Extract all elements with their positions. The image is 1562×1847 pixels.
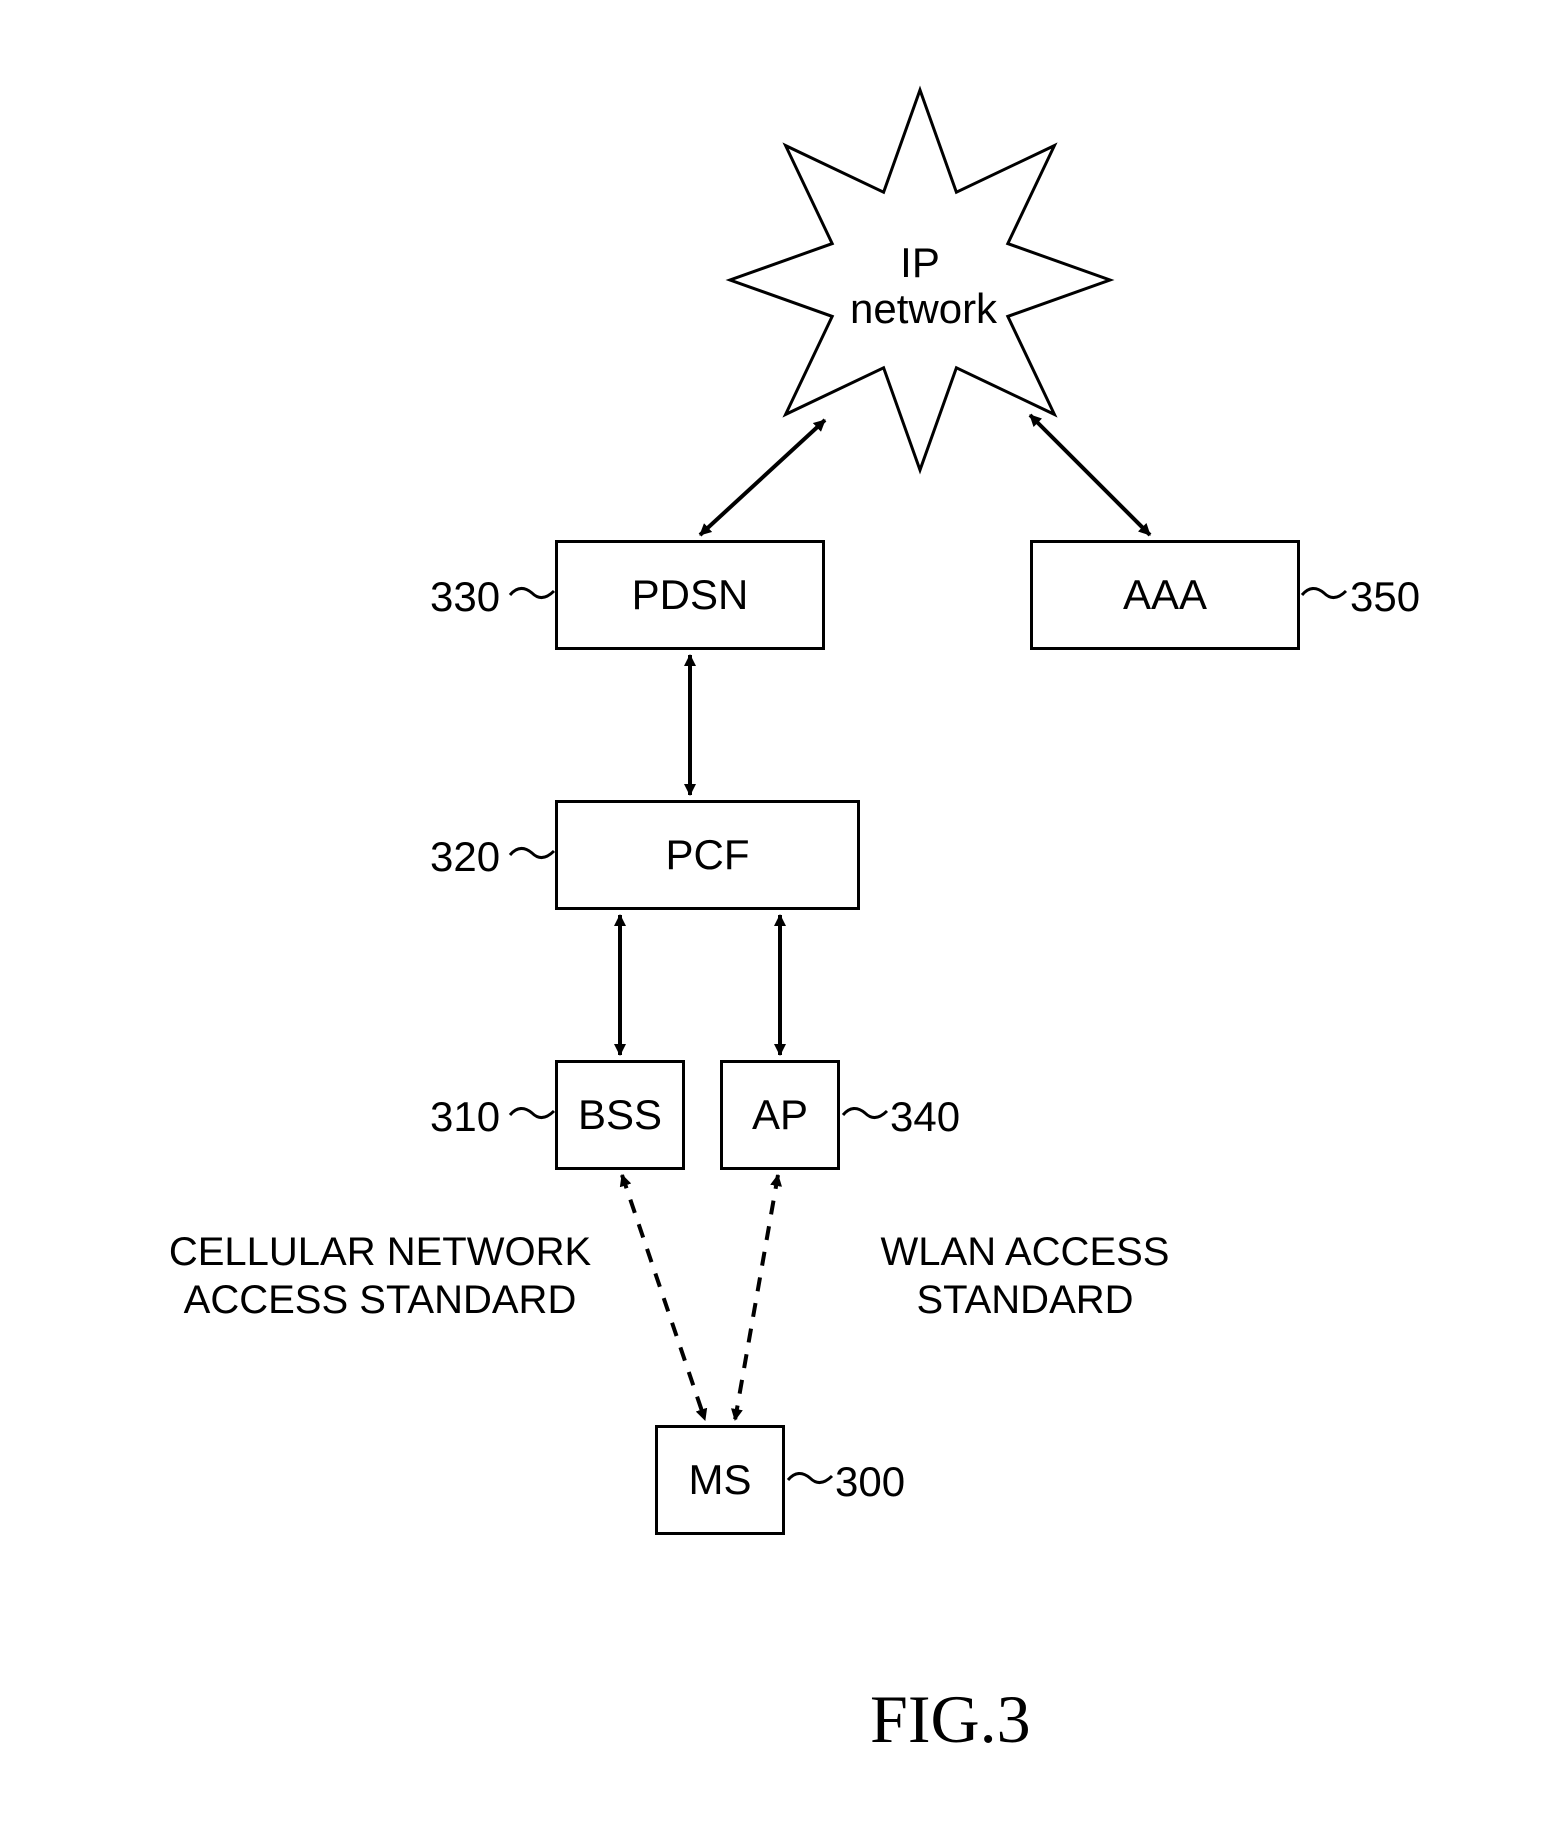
wlan-annotation: WLAN ACCESS STANDARD: [855, 1228, 1195, 1324]
pdsn-label: PDSN: [632, 571, 749, 619]
cellular-line2: ACCESS STANDARD: [184, 1278, 577, 1322]
pcf-label: PCF: [666, 831, 750, 879]
pdsn-ref: 330: [430, 573, 500, 621]
wlan-line2: STANDARD: [916, 1278, 1133, 1322]
connector-layer: [0, 0, 1562, 1847]
ms-label: MS: [689, 1456, 752, 1504]
tilde-300: [788, 1473, 832, 1482]
cellular-line1: CELLULAR NETWORK: [169, 1230, 591, 1274]
figure-label: FIG.3: [870, 1680, 1031, 1759]
wlan-line1: WLAN ACCESS: [881, 1230, 1170, 1274]
tilde-350: [1302, 588, 1346, 597]
aaa-label: AAA: [1123, 571, 1207, 619]
cellular-annotation: CELLULAR NETWORK ACCESS STANDARD: [160, 1228, 600, 1324]
bss-box: BSS: [555, 1060, 685, 1170]
pdsn-box: PDSN: [555, 540, 825, 650]
pcf-ref: 320: [430, 833, 500, 881]
tilde-340: [843, 1108, 887, 1117]
tilde-310: [510, 1108, 554, 1117]
aaa-ref: 350: [1350, 573, 1420, 621]
edge-ipnet-aaa: [1030, 415, 1150, 535]
bss-ref: 310: [430, 1093, 500, 1141]
pcf-box: PCF: [555, 800, 860, 910]
edge-ap-ms: [735, 1175, 778, 1420]
bss-label: BSS: [578, 1091, 662, 1139]
ap-label: AP: [752, 1091, 808, 1139]
tilde-320: [510, 848, 554, 857]
edge-bss-ms: [622, 1175, 705, 1420]
ms-ref: 300: [835, 1458, 905, 1506]
ip-network-line1: IP: [900, 239, 940, 286]
ip-network-line2: network: [850, 285, 997, 332]
ms-box: MS: [655, 1425, 785, 1535]
ip-network-label: IP network: [850, 240, 990, 332]
edge-ipnet-pdsn: [700, 420, 825, 535]
tilde-330: [510, 588, 554, 597]
aaa-box: AAA: [1030, 540, 1300, 650]
ap-box: AP: [720, 1060, 840, 1170]
ap-ref: 340: [890, 1093, 960, 1141]
